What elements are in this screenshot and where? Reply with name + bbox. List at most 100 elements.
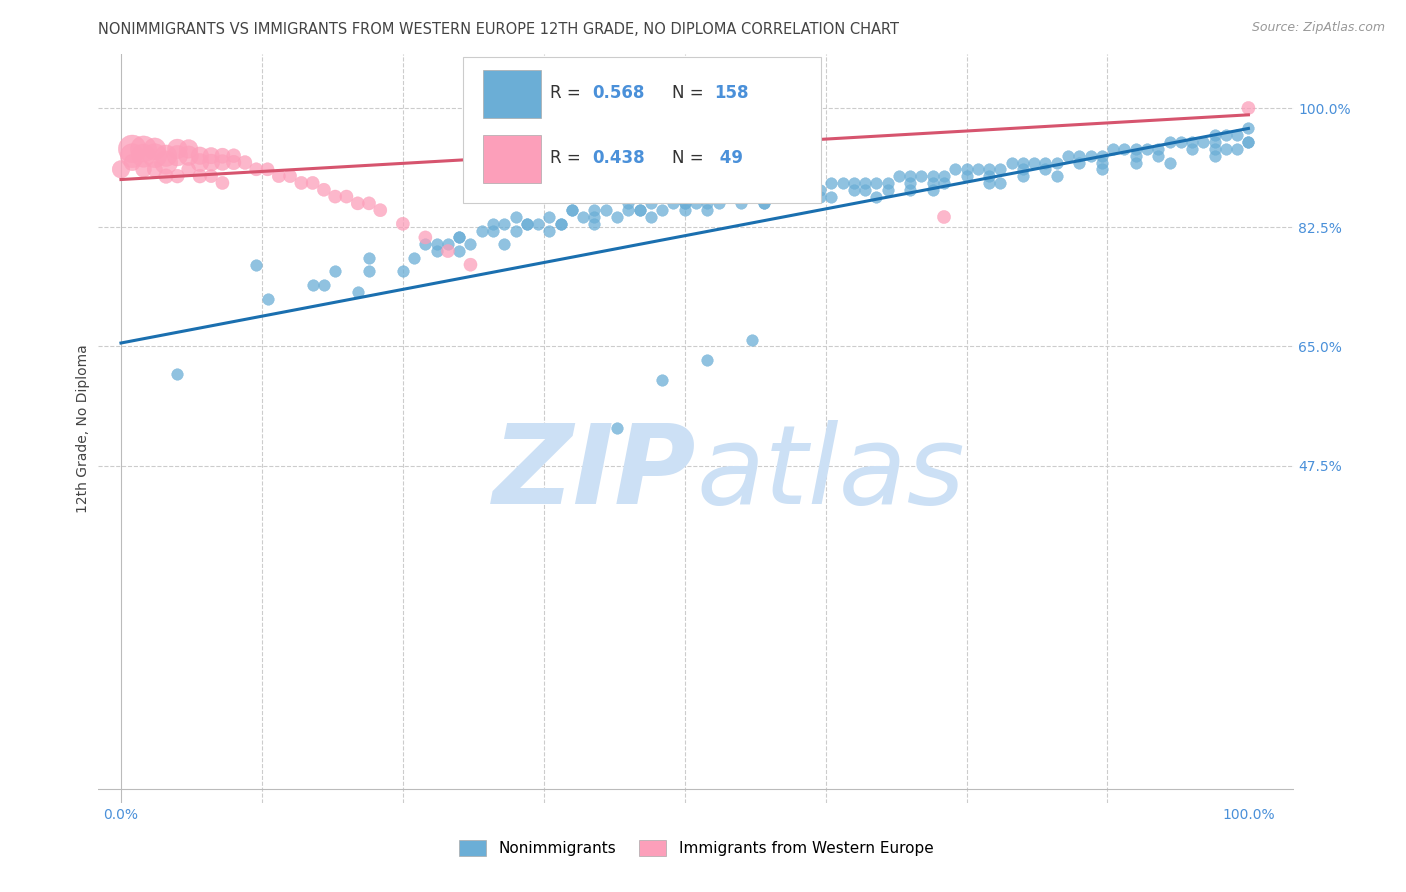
Point — [1147, 149, 1170, 163]
Point — [583, 217, 606, 231]
Point — [222, 149, 245, 163]
Point — [1057, 149, 1080, 163]
Point — [516, 217, 538, 231]
Point — [1091, 155, 1114, 169]
Point — [583, 210, 606, 224]
Point — [990, 176, 1012, 190]
Point — [820, 176, 842, 190]
Point — [685, 196, 707, 211]
Point — [1237, 121, 1260, 136]
Point — [538, 224, 561, 238]
Point — [1012, 162, 1035, 177]
Y-axis label: 12th Grade, No Diploma: 12th Grade, No Diploma — [76, 343, 90, 513]
Point — [256, 292, 278, 306]
Point — [752, 189, 775, 203]
Point — [449, 230, 471, 244]
Point — [1136, 142, 1159, 156]
Point — [323, 189, 346, 203]
Point — [977, 176, 1000, 190]
Point — [346, 285, 368, 299]
Point — [617, 203, 640, 218]
Point — [921, 169, 943, 183]
Point — [1226, 142, 1249, 156]
Point — [1102, 142, 1125, 156]
Point — [572, 210, 595, 224]
Point — [1091, 162, 1114, 177]
Point — [977, 169, 1000, 183]
Point — [121, 149, 143, 163]
Point — [876, 183, 898, 197]
Point — [211, 149, 233, 163]
Point — [696, 203, 718, 218]
Point — [1125, 142, 1147, 156]
Point — [200, 169, 222, 183]
Point — [1069, 155, 1091, 169]
Point — [808, 189, 831, 203]
Point — [707, 196, 730, 211]
Point — [696, 196, 718, 211]
Point — [651, 374, 673, 388]
Text: 0.568: 0.568 — [592, 84, 644, 103]
Text: N =: N = — [672, 150, 709, 168]
Point — [898, 183, 921, 197]
Point — [763, 183, 786, 197]
Point — [335, 189, 357, 203]
Point — [494, 217, 516, 231]
Point — [368, 203, 391, 218]
Point — [505, 224, 527, 238]
Text: 49: 49 — [714, 150, 742, 168]
Point — [222, 155, 245, 169]
Point — [121, 142, 143, 156]
Point — [245, 162, 267, 177]
Point — [177, 149, 200, 163]
Point — [482, 217, 505, 231]
Point — [865, 176, 887, 190]
Point — [267, 169, 290, 183]
Point — [143, 149, 166, 163]
Point — [898, 169, 921, 183]
Point — [312, 278, 335, 293]
Point — [1080, 149, 1102, 163]
Point — [460, 258, 482, 272]
Point — [449, 244, 471, 258]
Point — [752, 196, 775, 211]
Text: ZIP: ZIP — [492, 419, 696, 526]
Point — [188, 149, 211, 163]
Point — [1204, 128, 1226, 143]
Point — [898, 176, 921, 190]
Point — [166, 367, 188, 381]
Text: N =: N = — [672, 84, 709, 103]
Point — [921, 183, 943, 197]
Point — [1237, 135, 1260, 149]
Point — [132, 149, 155, 163]
Point — [595, 203, 617, 218]
Point — [955, 162, 977, 177]
Point — [166, 169, 188, 183]
Point — [437, 237, 460, 252]
Point — [797, 183, 820, 197]
Point — [166, 149, 188, 163]
Point — [516, 217, 538, 231]
Point — [606, 421, 628, 435]
Text: 0.438: 0.438 — [592, 150, 644, 168]
Point — [808, 183, 831, 197]
Point — [1181, 142, 1204, 156]
Point — [494, 237, 516, 252]
FancyBboxPatch shape — [484, 136, 541, 183]
Point — [673, 203, 696, 218]
Text: Source: ZipAtlas.com: Source: ZipAtlas.com — [1251, 21, 1385, 34]
Point — [853, 183, 876, 197]
Point — [583, 203, 606, 218]
Point — [1159, 155, 1181, 169]
Point — [1046, 169, 1069, 183]
Point — [132, 142, 155, 156]
Point — [1069, 149, 1091, 163]
Point — [392, 264, 415, 278]
Point — [730, 189, 752, 203]
Point — [188, 155, 211, 169]
Point — [1035, 162, 1057, 177]
Point — [1091, 149, 1114, 163]
Point — [1204, 135, 1226, 149]
Point — [561, 203, 583, 218]
Point — [1125, 155, 1147, 169]
